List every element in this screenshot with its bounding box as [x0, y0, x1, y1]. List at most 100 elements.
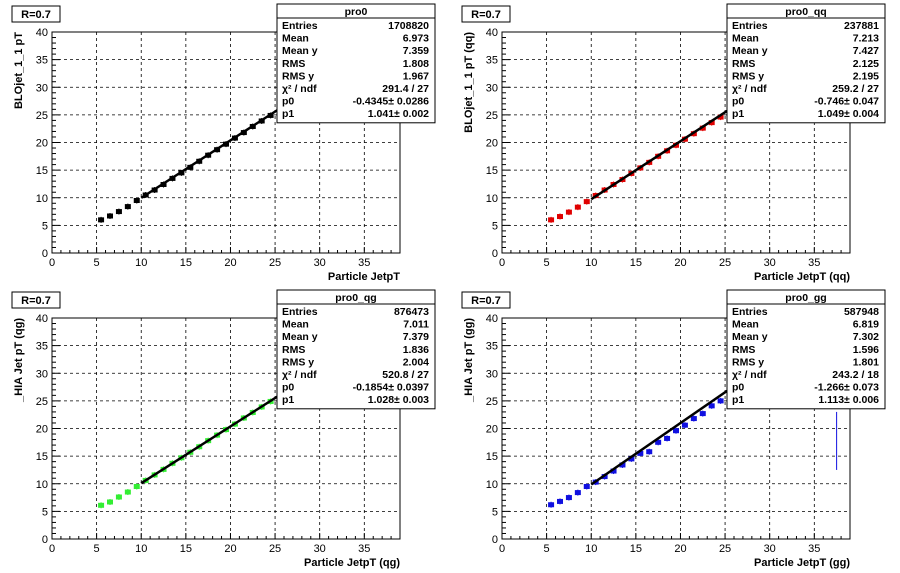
x-tick-label: 30: [764, 257, 776, 269]
stats-row-value: 2.125: [853, 58, 879, 70]
stats-row-label: RMS: [732, 344, 755, 356]
data-point: [98, 217, 105, 223]
y-axis-label: BLOjet_1_1 pT: [13, 32, 25, 109]
y-tick-label: 10: [36, 479, 48, 491]
stats-row-value: 876473: [394, 306, 429, 318]
y-tick-label: 25: [36, 396, 48, 408]
data-point: [708, 120, 715, 126]
y-tick-label: 15: [36, 165, 48, 177]
chart-panel-2: 0 5 10 15 20 25 30 35 0 5 10 15 20 25 30 35 40 Particle J…: [461, 3, 886, 283]
y-tick-label: 20: [486, 138, 498, 150]
data-point: [681, 422, 688, 428]
data-point: [655, 439, 662, 445]
y-tick-label: 25: [486, 110, 498, 122]
data-point: [565, 209, 572, 215]
data-point: [646, 449, 653, 455]
stats-row-label: p0: [282, 382, 294, 394]
stats-row-value: 1.049± 0.004: [818, 108, 879, 120]
x-tick-label: 20: [224, 543, 236, 555]
y-tick-label: 5: [492, 220, 498, 232]
y-tick-label: 40: [486, 27, 498, 39]
stats-row-label: Mean y: [282, 331, 318, 343]
stats-row-value: 7.379: [403, 331, 429, 343]
y-tick-label: 35: [36, 341, 48, 353]
y-tick-label: 40: [36, 27, 48, 39]
stats-row-label: Entries: [282, 306, 318, 318]
y-tick-label: 10: [486, 193, 498, 205]
stats-row-value: 6.819: [853, 319, 879, 331]
stats-row-value: 7.427: [853, 45, 879, 57]
stats-box: [726, 3, 886, 124]
stats-row-label: p0: [732, 96, 744, 108]
y-tick-label: 35: [36, 55, 48, 67]
x-tick-label: 30: [764, 543, 776, 555]
stats-row-value: 243.2 / 18: [832, 369, 879, 381]
data-point: [664, 435, 671, 441]
panel-label: R=0.7: [21, 9, 51, 21]
y-tick-label: 20: [486, 424, 498, 436]
x-axis-label: Particle JetpT (gg): [754, 557, 850, 569]
panel-label: R=0.7: [471, 9, 501, 21]
y-tick-label: 10: [36, 193, 48, 205]
y-tick-label: 15: [486, 451, 498, 463]
stats-row-value: -0.746± 0.047: [814, 96, 879, 108]
stats-row-value: 587948: [844, 306, 879, 318]
y-tick-label: 0: [492, 248, 498, 260]
y-tick-label: 35: [486, 55, 498, 67]
y-tick-label: 30: [36, 82, 48, 94]
x-tick-label: 5: [544, 543, 550, 555]
x-tick-label: 35: [358, 257, 370, 269]
y-tick-label: 40: [486, 313, 498, 325]
data-point: [708, 403, 715, 409]
stats-title: pro0_qg: [335, 292, 376, 304]
stats-box: [726, 289, 886, 410]
y-tick-label: 10: [486, 479, 498, 491]
stats-row-value: 1.113± 0.006: [818, 394, 879, 406]
data-point: [583, 484, 590, 490]
data-point: [115, 494, 122, 500]
stats-row-value: 7.302: [853, 331, 879, 343]
data-point: [548, 502, 555, 508]
y-tick-label: 5: [42, 220, 48, 232]
stats-row-value: 520.8 / 27: [382, 369, 429, 381]
data-point: [574, 490, 581, 496]
y-tick-label: 0: [42, 248, 48, 260]
stats-row-label: χ² / ndf: [282, 369, 317, 381]
stats-title: pro0_qq: [785, 6, 826, 18]
y-axis-label: _HIA Jet pT (qg): [13, 318, 25, 403]
x-tick-label: 10: [135, 543, 147, 555]
data-point: [619, 462, 626, 468]
y-tick-label: 35: [486, 341, 498, 353]
stats-row-label: Mean: [282, 33, 309, 45]
stats-row-label: Mean: [282, 319, 309, 331]
data-point: [133, 198, 140, 204]
x-tick-label: 35: [808, 543, 820, 555]
stats-row-value: 1.041± 0.002: [368, 108, 429, 120]
stats-row-value: 1.836: [403, 344, 429, 356]
y-tick-label: 15: [36, 451, 48, 463]
x-tick-label: 35: [358, 543, 370, 555]
y-tick-label: 5: [42, 506, 48, 518]
stats-row-label: p1: [282, 394, 294, 406]
data-point: [557, 498, 563, 504]
y-tick-label: 0: [42, 534, 48, 546]
x-tick-label: 0: [49, 543, 55, 555]
y-tick-label: 20: [36, 424, 48, 436]
data-point: [124, 204, 131, 210]
y-tick-label: 20: [36, 138, 48, 150]
x-tick-label: 30: [314, 257, 326, 269]
x-tick-label: 20: [674, 257, 686, 269]
stats-row-value: 237881: [844, 20, 879, 32]
stats-row-value: 7.359: [403, 45, 429, 57]
stats-row-value: 1.808: [403, 58, 429, 70]
data-point: [610, 468, 617, 474]
stats-title: pro0_gg: [785, 292, 826, 304]
data-point: [690, 416, 697, 422]
y-tick-label: 30: [36, 368, 48, 380]
data-point: [557, 214, 563, 220]
stats-row-value: 1708820: [388, 20, 429, 32]
y-tick-label: 0: [492, 534, 498, 546]
x-tick-label: 15: [630, 543, 642, 555]
y-tick-label: 30: [486, 82, 498, 94]
